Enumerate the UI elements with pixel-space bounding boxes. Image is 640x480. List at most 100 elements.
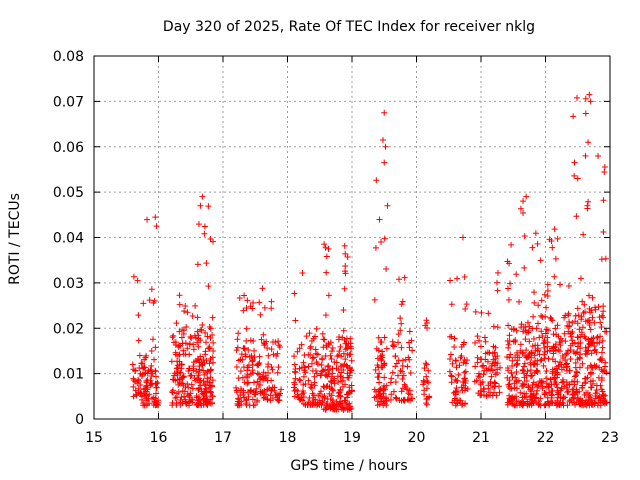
data-point — [261, 375, 268, 382]
data-point — [539, 332, 546, 339]
data-point — [478, 356, 485, 363]
data-point — [574, 175, 581, 182]
data-point — [172, 339, 179, 346]
data-point — [587, 326, 594, 333]
y-tick-label: 0 — [75, 412, 84, 428]
data-point — [375, 364, 382, 371]
data-point — [589, 294, 596, 301]
axis-ticks: 15 16 17 18 19 20 21 22 23 0 0.01 0.02 0.03 0.04 0.05 0… — [53, 49, 619, 446]
data-point — [544, 287, 551, 294]
data-point — [567, 346, 574, 353]
data-point — [493, 279, 500, 286]
data-point — [341, 242, 348, 249]
data-point — [261, 340, 268, 347]
data-point — [292, 375, 299, 382]
data-point — [544, 281, 551, 288]
data-point — [480, 371, 487, 378]
data-point — [342, 263, 349, 270]
data-point — [569, 337, 576, 344]
data-point — [584, 364, 591, 371]
data-point — [268, 298, 275, 305]
data-point — [508, 326, 515, 333]
data-point — [375, 392, 382, 399]
data-point — [198, 402, 205, 409]
data-points — [129, 91, 610, 413]
data-point — [531, 289, 538, 296]
data-point — [134, 380, 141, 387]
data-point — [572, 373, 579, 380]
data-point — [256, 376, 263, 383]
data-point — [206, 360, 213, 367]
data-point — [407, 387, 414, 394]
data-point — [379, 136, 386, 143]
data-point — [234, 336, 241, 343]
data-point — [291, 353, 298, 360]
data-point — [516, 298, 523, 305]
data-point — [237, 356, 244, 363]
data-point — [595, 303, 602, 310]
y-tick-label: 0.02 — [53, 321, 84, 337]
data-point — [320, 344, 327, 351]
data-point — [592, 395, 599, 402]
data-point — [507, 280, 514, 287]
data-point — [561, 330, 568, 337]
data-point — [585, 338, 592, 345]
data-point — [389, 342, 396, 349]
data-point — [302, 369, 309, 376]
data-point — [260, 395, 267, 402]
data-point — [135, 337, 142, 344]
data-point — [148, 362, 155, 369]
data-point — [291, 368, 298, 375]
data-point — [529, 372, 536, 379]
data-point — [527, 367, 534, 374]
data-point — [505, 367, 512, 374]
data-point — [569, 328, 576, 335]
data-point — [140, 386, 147, 393]
data-point — [589, 380, 596, 387]
data-point — [313, 325, 320, 332]
data-point — [593, 390, 600, 397]
data-point — [494, 287, 501, 294]
data-point — [544, 292, 551, 299]
data-point — [328, 355, 335, 362]
data-point — [496, 389, 503, 396]
data-point — [290, 384, 297, 391]
data-point — [452, 391, 459, 398]
data-point — [591, 347, 598, 354]
data-point — [597, 319, 604, 326]
data-point — [460, 382, 467, 389]
data-point — [344, 345, 351, 352]
data-point — [519, 349, 526, 356]
data-point — [296, 345, 303, 352]
data-point — [394, 372, 401, 379]
data-point — [135, 312, 142, 319]
data-point — [601, 400, 608, 407]
data-point — [599, 344, 606, 351]
data-point — [582, 389, 589, 396]
data-point — [153, 390, 160, 397]
data-point — [557, 335, 564, 342]
data-point — [548, 381, 555, 388]
data-point — [461, 375, 468, 382]
data-point — [555, 391, 562, 398]
data-point — [600, 228, 607, 235]
data-point — [339, 334, 346, 341]
data-point — [523, 347, 530, 354]
data-point — [301, 364, 308, 371]
data-point — [458, 352, 465, 359]
data-point — [256, 371, 263, 378]
data-point — [519, 394, 526, 401]
data-point — [337, 343, 344, 350]
data-point — [130, 393, 137, 400]
data-point — [171, 372, 178, 379]
x-tick-label: 20 — [408, 430, 426, 446]
data-point — [576, 355, 583, 362]
data-point — [249, 305, 256, 312]
data-point — [530, 361, 537, 368]
data-point — [422, 360, 429, 367]
data-point — [462, 368, 469, 375]
data-point — [591, 319, 598, 326]
data-point — [530, 335, 537, 342]
data-point — [336, 400, 343, 407]
data-point — [150, 356, 157, 363]
